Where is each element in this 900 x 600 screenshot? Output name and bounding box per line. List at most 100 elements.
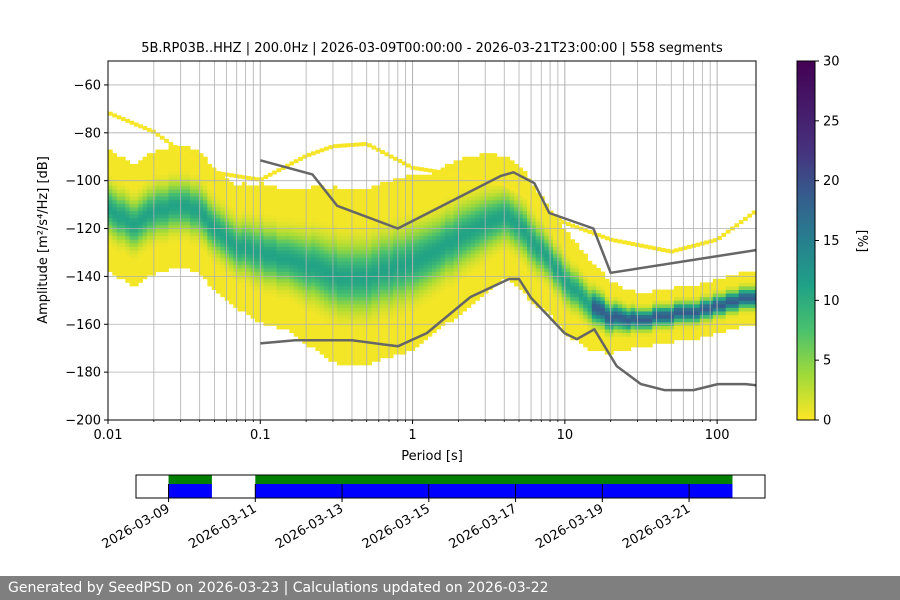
heatmap-cell bbox=[440, 278, 446, 283]
heatmap-cell bbox=[112, 196, 118, 201]
heatmap-cell bbox=[190, 156, 195, 161]
heatmap-cell bbox=[254, 189, 260, 194]
heatmap-cell bbox=[656, 311, 662, 316]
heatmap-cell bbox=[427, 293, 433, 298]
heatmap-cell bbox=[237, 242, 243, 247]
heatmap-cell bbox=[436, 271, 442, 276]
heatmap-cell bbox=[596, 233, 601, 238]
heatmap-cell bbox=[263, 203, 269, 208]
heatmap-cell bbox=[393, 214, 398, 219]
heatmap-cell bbox=[488, 257, 493, 262]
heatmap-cell bbox=[613, 329, 619, 334]
heatmap-cell bbox=[276, 206, 282, 211]
heatmap-cell bbox=[617, 311, 623, 316]
heatmap-cell bbox=[660, 318, 666, 323]
heatmap-cell bbox=[332, 264, 338, 269]
heatmap-cell bbox=[380, 336, 385, 341]
heatmap-cell bbox=[285, 307, 290, 312]
heatmap-cell bbox=[125, 278, 130, 283]
heatmap-cell bbox=[518, 203, 524, 208]
heatmap-cell bbox=[224, 206, 230, 211]
heatmap-cell bbox=[133, 250, 139, 255]
heatmap-cell bbox=[358, 232, 364, 237]
heatmap-cell bbox=[289, 307, 295, 312]
heatmap-cell bbox=[336, 192, 342, 197]
heatmap-cell bbox=[108, 260, 113, 265]
heatmap-cell bbox=[120, 117, 126, 122]
heatmap-cell bbox=[203, 167, 208, 172]
heatmap-cell bbox=[527, 199, 532, 204]
heatmap-cell bbox=[449, 285, 454, 290]
heatmap-cell bbox=[164, 217, 169, 222]
heatmap-cell bbox=[669, 321, 675, 326]
heatmap-cell bbox=[224, 178, 230, 183]
heatmap-cell bbox=[328, 232, 334, 237]
heatmap-cell bbox=[717, 296, 722, 301]
heatmap-cell bbox=[289, 289, 295, 294]
heatmap-cell bbox=[466, 264, 472, 269]
heatmap-cell bbox=[419, 228, 424, 233]
heatmap-cell bbox=[293, 203, 299, 208]
heatmap-cell bbox=[406, 275, 411, 280]
heatmap-cell bbox=[228, 257, 234, 262]
heatmap-cell bbox=[643, 314, 649, 319]
heatmap-cell bbox=[285, 318, 290, 323]
heatmap-cell bbox=[617, 300, 623, 305]
heatmap-cell bbox=[626, 307, 632, 312]
heatmap-cell bbox=[302, 282, 308, 287]
heatmap-cell bbox=[181, 181, 187, 186]
heatmap-cell bbox=[146, 250, 152, 255]
heatmap-cell bbox=[492, 153, 498, 158]
heatmap-cell bbox=[336, 275, 342, 280]
heatmap-cell bbox=[648, 307, 653, 312]
heatmap-cell bbox=[665, 339, 670, 344]
heatmap-cell bbox=[263, 293, 269, 298]
heatmap-cell bbox=[406, 314, 411, 319]
heatmap-cell bbox=[721, 282, 727, 287]
heatmap-cell bbox=[643, 339, 649, 344]
heatmap-cell bbox=[129, 174, 135, 179]
heatmap-cell bbox=[207, 271, 213, 276]
heatmap-cell bbox=[259, 206, 264, 211]
heatmap-cell bbox=[596, 311, 601, 316]
heatmap-cell bbox=[241, 232, 247, 237]
heatmap-cell bbox=[397, 235, 403, 240]
heatmap-cell bbox=[514, 242, 519, 247]
heatmap-cell bbox=[453, 192, 459, 197]
heatmap-cell bbox=[228, 232, 234, 237]
heatmap-cell bbox=[492, 235, 498, 240]
heatmap-cell bbox=[483, 282, 489, 287]
heatmap-cell bbox=[220, 192, 226, 197]
heatmap-cell bbox=[388, 192, 394, 197]
heatmap-cell bbox=[328, 336, 334, 341]
heatmap-cell bbox=[319, 264, 325, 269]
heatmap-cell bbox=[324, 307, 329, 312]
heatmap-cell bbox=[570, 311, 575, 316]
heatmap-cell bbox=[397, 232, 403, 237]
heatmap-cell bbox=[198, 239, 204, 244]
heatmap-cell bbox=[449, 293, 454, 298]
heatmap-cell bbox=[414, 228, 420, 233]
heatmap-cell bbox=[306, 235, 312, 240]
heatmap-cell bbox=[427, 178, 433, 183]
heatmap-cell bbox=[708, 289, 714, 294]
heatmap-cell bbox=[488, 264, 493, 269]
heatmap-cell bbox=[665, 318, 670, 323]
heatmap-cell bbox=[298, 275, 303, 280]
heatmap-cell bbox=[155, 206, 161, 211]
heatmap-cell bbox=[276, 311, 282, 316]
heatmap-cell bbox=[220, 285, 226, 290]
heatmap-cell bbox=[367, 282, 372, 287]
heatmap-cell bbox=[483, 203, 489, 208]
heatmap-cell bbox=[548, 293, 554, 298]
heatmap-cell bbox=[388, 347, 394, 351]
heatmap-cell bbox=[276, 168, 282, 173]
heatmap-cell bbox=[336, 253, 342, 258]
heatmap-cell bbox=[358, 217, 364, 222]
heatmap-cell bbox=[224, 224, 230, 229]
heatmap-cell bbox=[427, 307, 433, 312]
heatmap-cell bbox=[570, 278, 575, 283]
heatmap-cell bbox=[600, 282, 606, 287]
heatmap-cell bbox=[587, 347, 593, 351]
heatmap-cell bbox=[159, 246, 165, 251]
